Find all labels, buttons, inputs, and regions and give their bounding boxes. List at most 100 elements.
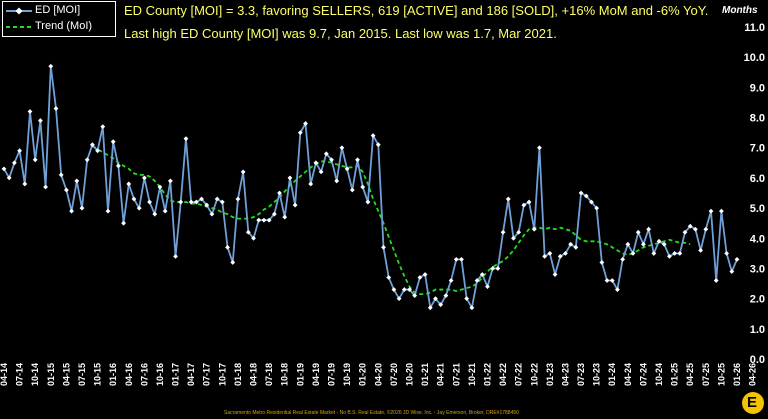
moi-point bbox=[32, 157, 38, 163]
moi-point bbox=[693, 226, 698, 232]
moi-point bbox=[43, 184, 48, 190]
moi-point bbox=[422, 272, 428, 277]
legend-label-trend: Trend (MoI) bbox=[35, 20, 93, 32]
moi-point bbox=[27, 109, 33, 114]
moi-point bbox=[417, 275, 423, 280]
moi-point bbox=[594, 205, 600, 211]
moi-point bbox=[599, 260, 605, 265]
moi-line bbox=[3, 66, 738, 311]
x-tick-label: 10-16 bbox=[155, 363, 165, 386]
moi-point bbox=[204, 202, 210, 208]
moi-point bbox=[126, 181, 132, 187]
x-tick-label: 01-24 bbox=[607, 363, 617, 386]
x-tick-label: 07-24 bbox=[638, 363, 648, 386]
moi-point bbox=[110, 139, 116, 145]
moi-point bbox=[511, 235, 516, 241]
x-tick-label: 01-16 bbox=[108, 363, 118, 386]
x-tick-label: 01-26 bbox=[732, 363, 742, 386]
moi-point bbox=[6, 175, 12, 181]
moi-point bbox=[542, 253, 548, 259]
moi-point bbox=[251, 235, 256, 241]
moi-point bbox=[505, 196, 511, 202]
x-tick-label: 07-17 bbox=[202, 363, 212, 386]
moi-point bbox=[500, 229, 506, 235]
x-tick-label: 04-22 bbox=[498, 363, 508, 386]
moi-point bbox=[214, 196, 220, 202]
moi-point bbox=[349, 187, 355, 193]
y-tick-label: 0.0 bbox=[750, 354, 765, 366]
moi-point bbox=[225, 244, 230, 250]
moi-point bbox=[667, 253, 672, 259]
moi-point bbox=[646, 226, 652, 232]
moi-point bbox=[401, 287, 407, 292]
x-tick-label: 01-22 bbox=[482, 363, 492, 386]
y-tick-label: 10.0 bbox=[744, 52, 765, 64]
moi-point bbox=[100, 124, 106, 129]
moi-point bbox=[537, 145, 542, 151]
moi-point bbox=[651, 250, 657, 256]
moi-point bbox=[687, 223, 693, 229]
x-tick-label: 01-23 bbox=[545, 363, 555, 386]
moi-point bbox=[573, 244, 579, 250]
x-tick-label: 07-22 bbox=[514, 363, 524, 386]
annotation-current: ED County [MOI] = 3.3, favoring SELLERS,… bbox=[124, 3, 709, 18]
x-tick-label: 01-25 bbox=[670, 363, 680, 386]
moi-point bbox=[303, 121, 308, 126]
legend-label-moi: ED [MOI] bbox=[35, 4, 81, 16]
x-tick-label: 10-14 bbox=[30, 363, 40, 386]
moi-point bbox=[386, 275, 392, 280]
moi-point bbox=[329, 157, 334, 163]
moi-point bbox=[412, 293, 418, 299]
moi-point bbox=[115, 163, 121, 169]
moi-point bbox=[152, 211, 158, 217]
moi-point bbox=[381, 244, 386, 250]
moi-point bbox=[79, 205, 85, 211]
moi-point bbox=[495, 266, 501, 271]
moi-point bbox=[271, 211, 277, 217]
x-tick-label: 04-18 bbox=[249, 363, 259, 386]
moi-point bbox=[188, 199, 194, 205]
moi-point bbox=[516, 229, 522, 235]
moi-point bbox=[630, 250, 636, 256]
brand-logo: E bbox=[742, 392, 764, 414]
y-tick-label: 11.0 bbox=[744, 22, 765, 34]
moi-point bbox=[219, 199, 225, 205]
moi-point bbox=[136, 205, 142, 211]
moi-point bbox=[365, 199, 371, 205]
x-tick-label: 04-19 bbox=[311, 363, 321, 386]
moi-point bbox=[557, 253, 563, 259]
moi-point bbox=[173, 253, 178, 259]
x-tick-label: 10-15 bbox=[93, 363, 103, 386]
moi-point bbox=[105, 208, 111, 214]
moi-point bbox=[656, 238, 662, 244]
moi-point bbox=[183, 136, 189, 142]
x-tick-label: 07-14 bbox=[15, 363, 25, 386]
x-tick-label: 10-19 bbox=[342, 363, 352, 386]
x-tick-label: 10-21 bbox=[467, 363, 477, 386]
moi-point bbox=[474, 278, 480, 283]
moi-point bbox=[162, 208, 168, 214]
y-tick-label: 3.0 bbox=[750, 263, 765, 275]
y-axis-ticks: 0.0 1.0 2.0 3.0 4.0 5.0 6.0 7.0 8.0 9.0 10.0 11.0 bbox=[744, 22, 765, 366]
moi-point bbox=[583, 193, 589, 199]
moi-point bbox=[370, 133, 376, 139]
moi-point bbox=[199, 196, 204, 202]
moi-point bbox=[615, 287, 620, 292]
moi-point bbox=[526, 199, 532, 205]
moi-point bbox=[235, 196, 241, 202]
moi-point bbox=[230, 260, 236, 265]
moi-point bbox=[48, 63, 54, 69]
moi-point bbox=[469, 305, 475, 311]
y-tick-label: 2.0 bbox=[750, 294, 765, 306]
moi-point bbox=[89, 142, 95, 148]
moi-point bbox=[609, 278, 615, 283]
y-tick-label: 5.0 bbox=[750, 203, 765, 215]
moi-point bbox=[256, 217, 262, 223]
y-tick-label: 7.0 bbox=[750, 143, 765, 155]
moi-point bbox=[396, 296, 402, 302]
x-tick-label: 04-25 bbox=[685, 363, 695, 386]
x-tick-label: 07-23 bbox=[576, 363, 586, 386]
trend-line bbox=[91, 145, 691, 296]
moi-point bbox=[448, 278, 454, 283]
moi-point bbox=[17, 148, 22, 154]
